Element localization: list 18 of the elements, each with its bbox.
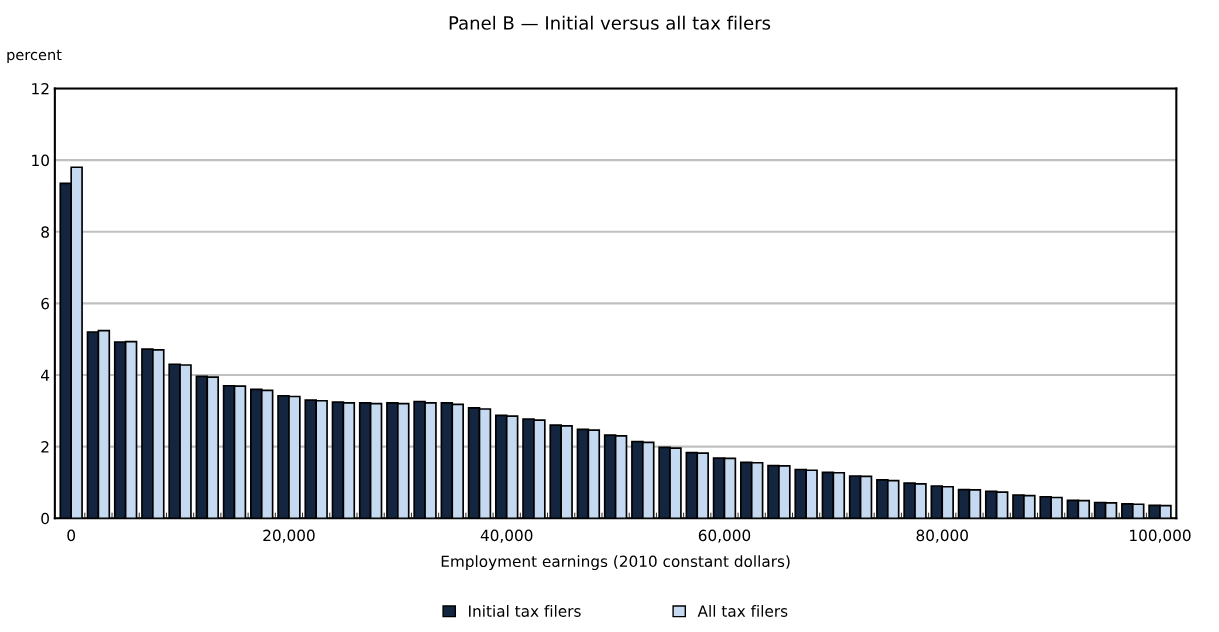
- y-tick-label: 12: [32, 82, 49, 95]
- y-tick-label: 8: [41, 226, 49, 238]
- y-tick-label: 10: [32, 154, 49, 167]
- legend-label: Initial tax filers: [469, 605, 581, 617]
- y-tick-label: 0: [41, 512, 49, 525]
- x-tick-label: 20,000: [263, 529, 315, 543]
- y-tick-label: 2: [41, 441, 49, 453]
- x-tick-label: 80,000: [916, 529, 968, 543]
- legend-label: All tax filers: [697, 605, 788, 617]
- x-tick-label: 0: [67, 529, 76, 542]
- x-tick-label: 40,000: [480, 529, 533, 543]
- x-axis-title: Employment earnings (2010 constant dollars): [441, 555, 790, 571]
- x-tick-label: 100,000: [1130, 529, 1191, 543]
- x-tick-label: 60,000: [698, 529, 751, 543]
- chart-title: Panel B — Initial versus all tax filers: [449, 15, 771, 30]
- y-tick-label: 6: [41, 297, 50, 310]
- y-tick-label: 4: [41, 369, 50, 381]
- y-axis-title: percent: [7, 49, 62, 64]
